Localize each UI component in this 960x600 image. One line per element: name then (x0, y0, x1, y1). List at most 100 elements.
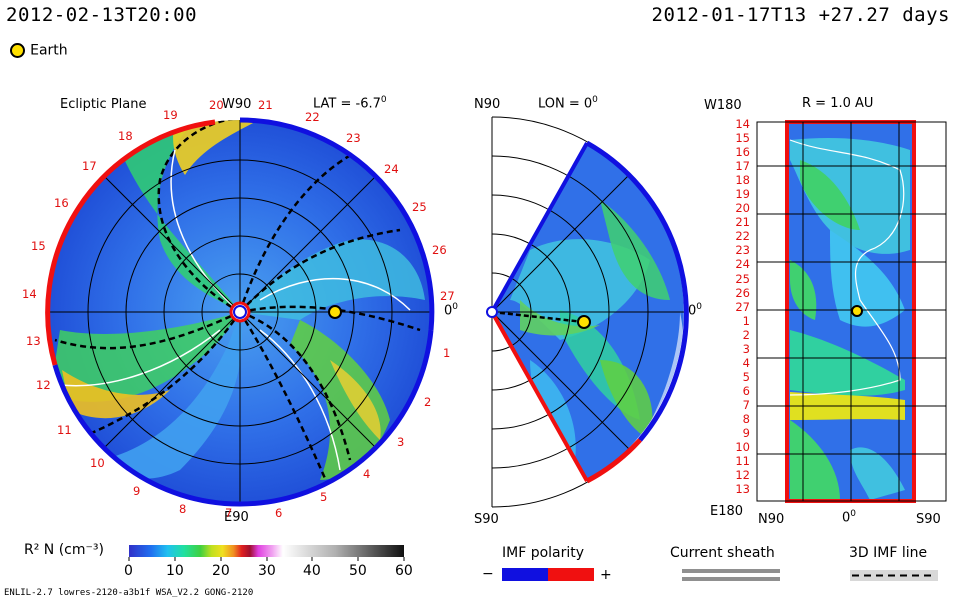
rn-26: 26 (735, 285, 750, 300)
radial-x-label-s90: S90 (916, 512, 941, 527)
colorbar-tick-40: 40 (303, 563, 321, 579)
earth-label: Earth (30, 42, 68, 59)
radial-r-label: R = 1.0 AU (802, 96, 874, 111)
rn-12: 12 (735, 468, 750, 483)
ecliptic-title: Ecliptic Plane (60, 97, 147, 112)
rn-6: 6 (742, 383, 750, 398)
radial-bottom-left-label: E180 (710, 504, 744, 519)
rn-16: 16 (735, 145, 750, 160)
cr-5: 5 (320, 490, 328, 504)
imf-plus-label: + (600, 567, 612, 583)
cr-6: 6 (275, 506, 283, 520)
cr-19: 19 (163, 108, 178, 122)
rn-7: 7 (742, 397, 750, 412)
colorbar-tick-10: 10 (166, 563, 184, 579)
earth-radial-icon (851, 305, 863, 317)
rn-1: 1 (742, 313, 750, 328)
colorbar-tick-20: 20 (212, 563, 230, 579)
radial-x-label-0: 00 (842, 509, 857, 526)
meridional-top-label: N90 (474, 97, 501, 112)
rn-22: 22 (735, 229, 750, 244)
colorbar-tick-0: 0 (124, 563, 133, 579)
rn-18: 18 (735, 173, 750, 188)
rn-21: 21 (735, 215, 750, 230)
current-sheath-title: Current sheath (670, 545, 775, 561)
cr-22: 22 (305, 110, 320, 124)
colorbar-tick-50: 50 (349, 563, 367, 579)
cr-10: 10 (90, 456, 105, 470)
imf-negative-swatch (502, 568, 548, 581)
density-colorbar (128, 545, 405, 561)
cr-11: 11 (57, 423, 72, 437)
colorbar-tick-30: 30 (258, 563, 276, 579)
rn-3: 3 (742, 341, 750, 356)
radial-number-column: 14 15 16 17 18 19 20 21 22 23 24 25 26 2… (728, 117, 750, 496)
cr-3: 3 (397, 435, 405, 449)
cr-15: 15 (31, 239, 46, 253)
rn-27: 27 (735, 299, 750, 314)
cr-9: 9 (133, 484, 141, 498)
colorbar-label: R² N (cm⁻³) (24, 542, 104, 558)
cr-16: 16 (54, 196, 69, 210)
rn-9: 9 (742, 426, 750, 441)
current-sheath-line (682, 569, 780, 573)
earth-ecliptic-icon (328, 305, 342, 319)
rn-20: 20 (735, 201, 750, 216)
cr-2: 2 (424, 395, 432, 409)
cr-18: 18 (118, 129, 133, 143)
meridional-bottom-label: S90 (474, 512, 499, 527)
meridional-plot (486, 116, 689, 508)
cr-17: 17 (82, 159, 97, 173)
colorbar-tick-60: 60 (395, 563, 413, 579)
rn-24: 24 (735, 257, 750, 272)
rn-25: 25 (735, 271, 750, 286)
ecliptic-bottom-label: E90 (224, 510, 249, 525)
imf-minus-label: − (482, 566, 494, 582)
ecliptic-top-label: W90 (222, 97, 252, 112)
rn-13: 13 (735, 482, 750, 497)
rn-5: 5 (742, 369, 750, 384)
cr-14: 14 (22, 287, 37, 301)
cr-24: 24 (384, 162, 399, 176)
cr-23: 23 (346, 131, 361, 145)
cr-8: 8 (179, 502, 187, 516)
rn-10: 10 (735, 440, 750, 455)
radial-x-label-n90: N90 (758, 512, 785, 527)
cr-7: 7 (225, 506, 233, 520)
model-footer: ENLIL-2.7 lowres-2120-a3b1f WSA_V2.2 GON… (4, 588, 254, 598)
reference-time: 2012-01-17T13 +27.27 days (651, 4, 950, 26)
cr-25: 25 (412, 200, 427, 214)
rn-11: 11 (735, 454, 750, 469)
imf-polarity-title: IMF polarity (502, 545, 585, 561)
rn-8: 8 (742, 411, 750, 426)
rn-23: 23 (735, 243, 750, 258)
ecliptic-zero-label: 00 (444, 302, 459, 319)
ecliptic-plot (45, 117, 435, 507)
cr-27: 27 (440, 289, 455, 303)
cr-26: 26 (432, 243, 447, 257)
meridional-lon-label: LON = 00 (538, 95, 598, 112)
imf-positive-swatch (548, 568, 594, 581)
radial-top-left-label: W180 (704, 98, 742, 113)
rn-2: 2 (742, 327, 750, 342)
rn-17: 17 (735, 159, 750, 174)
rn-19: 19 (735, 187, 750, 202)
earth-meridional-icon (577, 315, 591, 329)
cr-13: 13 (26, 334, 41, 348)
cr-1: 1 (443, 346, 451, 360)
radial-map (756, 120, 947, 503)
cr-21: 21 (258, 98, 273, 112)
current-time: 2012-02-13T20:00 (6, 4, 198, 26)
rn-14: 14 (735, 117, 750, 131)
ecliptic-lat-label: LAT = -6.70 (313, 95, 387, 112)
earth-legend: Earth (10, 40, 68, 59)
rn-4: 4 (742, 355, 750, 370)
imf-3d-title: 3D IMF line (849, 545, 928, 561)
cr-20: 20 (209, 98, 224, 112)
cr-12: 12 (36, 378, 51, 392)
rn-15: 15 (735, 131, 750, 146)
earth-marker-icon (10, 43, 25, 58)
cr-4: 4 (363, 467, 371, 481)
meridional-zero-label: 00 (688, 302, 703, 319)
